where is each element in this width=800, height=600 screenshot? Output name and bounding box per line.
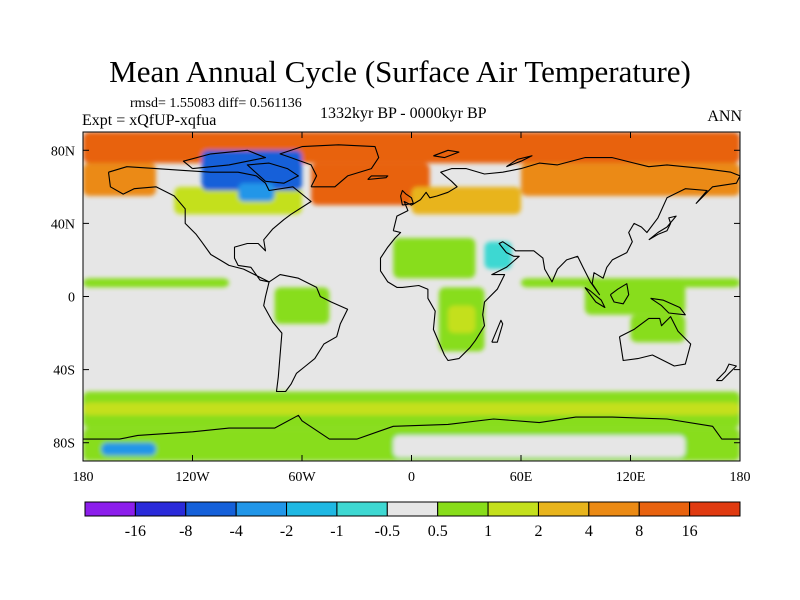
region-antarctica-neutral xyxy=(393,435,686,458)
colorbar-swatch xyxy=(588,501,640,517)
region-africa-south xyxy=(448,305,476,334)
period-label: 1332kyr BP - 0000kyr BP xyxy=(320,105,487,122)
lon-tick-label: 180 xyxy=(730,470,751,485)
stats-line: rmsd= 1.55083 diff= 0.561136 xyxy=(130,96,302,112)
rmsd-label: rmsd= xyxy=(130,96,166,111)
colorbar-swatch xyxy=(537,501,590,517)
colorbar-label: -8 xyxy=(179,523,192,540)
region-southern-ocean-yellow xyxy=(83,402,740,416)
region-europe-warm xyxy=(411,186,521,215)
region-north-pacific-warm xyxy=(83,163,156,196)
coastline-new-zealand xyxy=(715,363,737,382)
colorbar-swatch xyxy=(487,501,539,517)
diff-value: 0.561136 xyxy=(249,96,302,111)
colorbar-label: -16 xyxy=(125,523,146,540)
colorbar-label: 2 xyxy=(534,523,542,540)
colorbar-swatch xyxy=(286,501,338,517)
colorbar-label: -2 xyxy=(280,523,293,540)
region-arabia-cool xyxy=(484,241,512,270)
region-sahara-warm xyxy=(393,238,476,279)
coastline-iceland xyxy=(367,175,389,181)
region-amazon-warm xyxy=(274,287,330,324)
coastline-borneo xyxy=(609,283,630,305)
colorbar-swatch xyxy=(437,501,489,517)
chart-title: Mean Annual Cycle (Surface Air Temperatu… xyxy=(109,54,691,89)
coastline-novaya-zemlya xyxy=(506,155,533,168)
coastline-new-guinea xyxy=(650,297,686,316)
coastline-greenland xyxy=(279,144,380,188)
diff-label: diff= xyxy=(218,96,247,111)
region-canada-cold xyxy=(201,150,302,191)
colorbar-label: 8 xyxy=(635,523,643,540)
colorbar-swatch xyxy=(185,501,237,517)
coastline-south-america xyxy=(263,274,349,393)
coastline-svalbard xyxy=(433,149,460,159)
colorbar-label: 1 xyxy=(484,523,492,540)
lat-tick-label: 40N xyxy=(51,217,75,232)
lon-tick-label: 180 xyxy=(73,470,94,485)
region-siberia-warm xyxy=(521,163,740,196)
coastline-arctic-islands xyxy=(182,149,267,170)
lat-tick-label: 80N xyxy=(51,144,75,159)
colorbar-labels: -16 -8 -4 -2 -1 -0.5 0.5 1 2 4 8 16 xyxy=(125,523,698,540)
region-north-atlantic-warm xyxy=(311,163,430,206)
coastline-baffin-island xyxy=(246,162,299,184)
season-label: ANN xyxy=(707,108,742,125)
colorbar-label: -1 xyxy=(330,523,343,540)
region-hudson-cold xyxy=(238,183,275,202)
lon-tick-label: 120W xyxy=(175,470,210,485)
colorbar-swatch xyxy=(386,501,439,517)
colorbar-label: -0.5 xyxy=(375,523,400,540)
region-antarctica-cold xyxy=(101,442,156,456)
coastline-sumatra xyxy=(584,286,606,309)
coastline-australia xyxy=(618,316,692,367)
lat-tick-label: 40S xyxy=(53,364,75,379)
colorbar-swatch xyxy=(134,501,187,517)
region-pacific-band-west xyxy=(521,278,740,288)
coastline-eurasia-africa xyxy=(379,157,740,362)
colorbar-label: 0.5 xyxy=(428,523,448,540)
colorbar-swatch xyxy=(235,501,288,517)
region-pacific-band-north xyxy=(83,278,229,288)
coastline-antarctica xyxy=(83,414,740,440)
colorbar-swatch xyxy=(336,501,388,517)
colorbar-label: 16 xyxy=(682,523,698,540)
map-area xyxy=(83,132,740,461)
coastlines xyxy=(83,144,740,440)
colorbar-swatch xyxy=(84,501,136,517)
lat-tick-label: 0 xyxy=(68,291,75,306)
colorbar-swatch xyxy=(689,501,741,517)
colorbar-swatch xyxy=(638,501,691,517)
anomaly-fields xyxy=(83,132,740,461)
lat-tick-label: 80S xyxy=(53,437,75,452)
coastline-north-america xyxy=(107,166,312,283)
colorbar xyxy=(84,501,741,517)
colorbar-label: 4 xyxy=(585,523,593,540)
colorbar-label: -4 xyxy=(229,523,242,540)
latitude-axis: 80N 40N 0 40S 80S xyxy=(51,144,740,452)
lon-tick-label: 60E xyxy=(510,470,533,485)
lon-tick-label: 60W xyxy=(288,470,316,485)
experiment-label: Expt = xQfUP-xqfua xyxy=(82,112,217,129)
lon-tick-label: 120E xyxy=(616,470,646,485)
coastline-uk xyxy=(400,189,414,206)
coastline-madagascar xyxy=(491,319,504,343)
coastline-japan xyxy=(648,215,677,241)
lon-tick-label: 0 xyxy=(408,470,415,485)
longitude-axis: 180 120W 60W 0 60E 120E 180 xyxy=(73,132,751,485)
rmsd-value: 1.55083 xyxy=(169,96,215,111)
